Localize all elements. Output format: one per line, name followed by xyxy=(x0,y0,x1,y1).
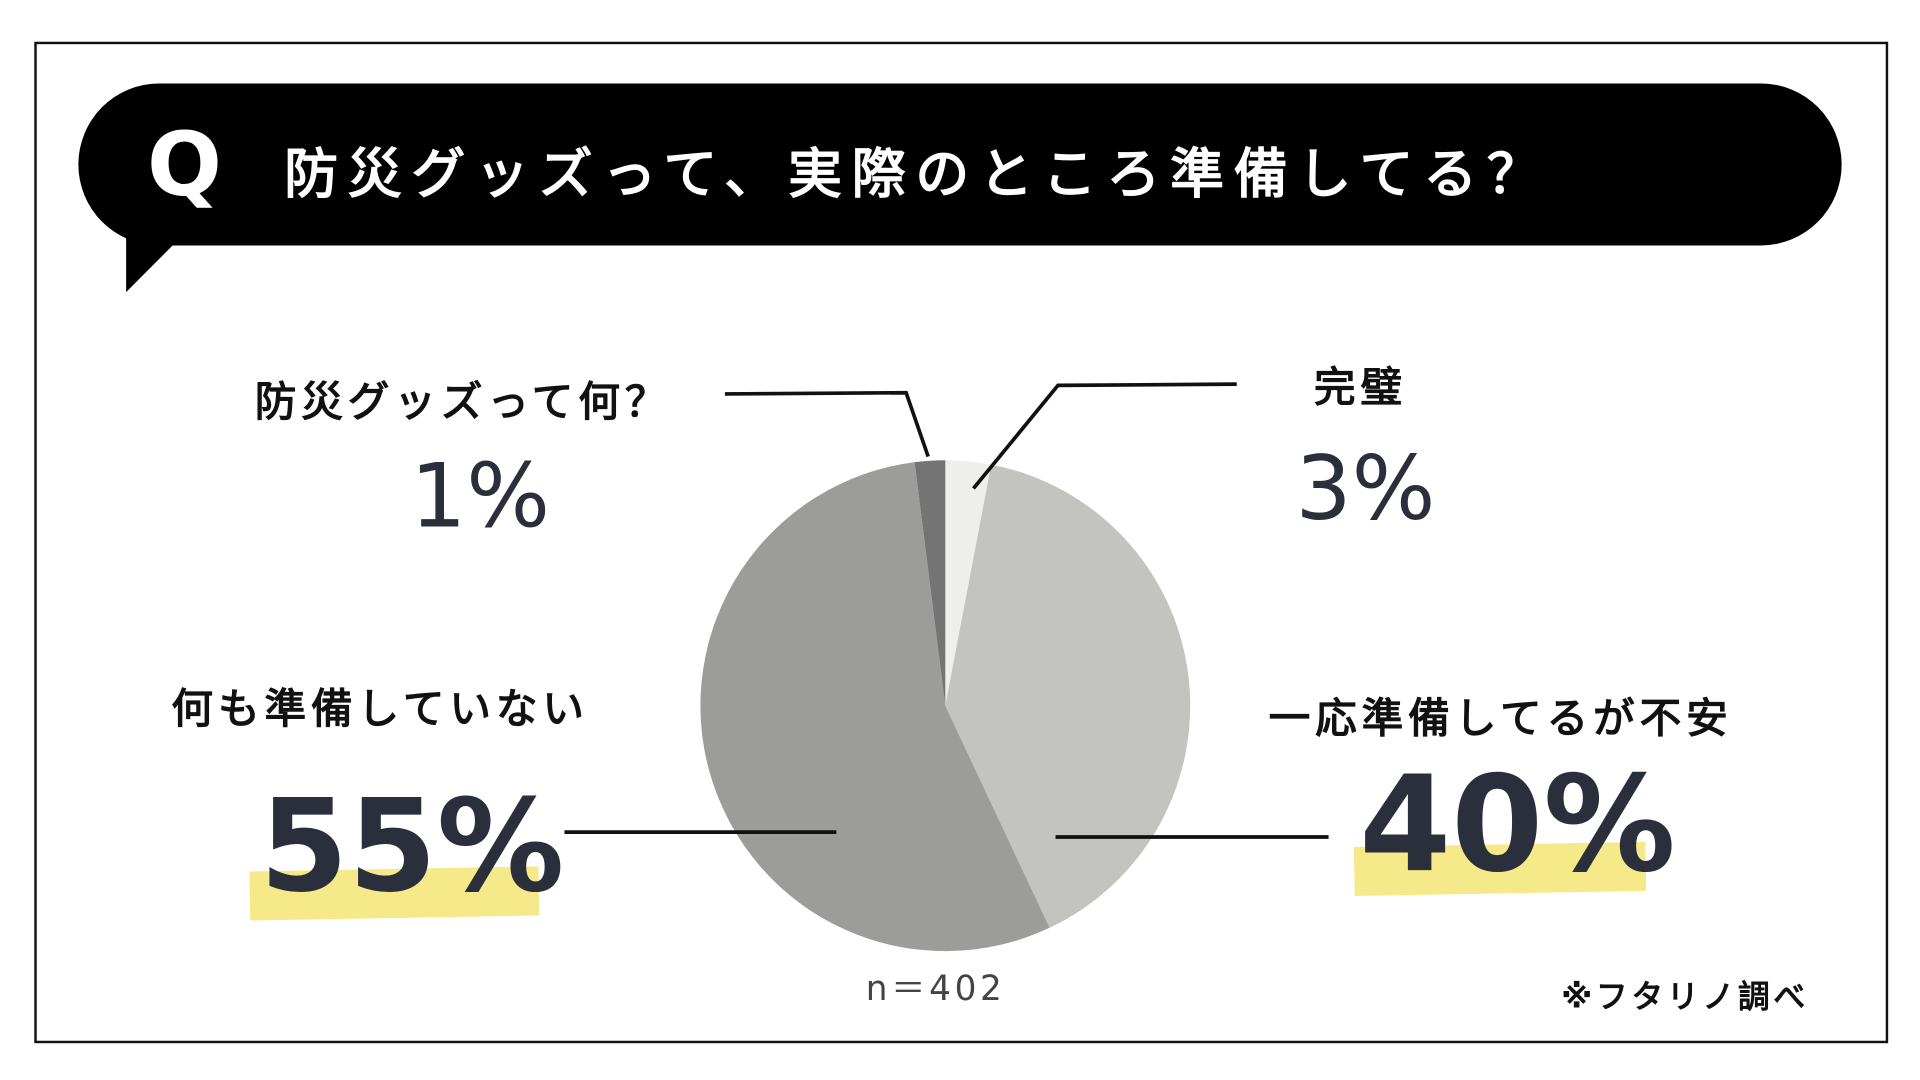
frame-border xyxy=(34,41,1889,1044)
leader-line-1 xyxy=(724,390,930,458)
pct-40: 40% xyxy=(1359,748,1676,903)
pie-slice-40pct xyxy=(945,464,1191,928)
question-title: 防災グッズって、実際のところ準備してる？ xyxy=(284,143,1551,207)
label-what-is: 防災グッズって何？ xyxy=(254,378,672,428)
label-nothing: 何も準備していない xyxy=(171,684,589,734)
label-perfect: 完璧 xyxy=(1313,363,1407,413)
pct-3: 3% xyxy=(1295,436,1436,541)
question-bubble xyxy=(78,83,1842,246)
bubble-tail xyxy=(126,233,185,293)
pct-55: 55% xyxy=(259,770,565,921)
q-mark: Q xyxy=(146,112,222,217)
pie-slice-1pct xyxy=(914,460,946,706)
pie-slice-3pct xyxy=(945,460,992,706)
source-note: ※フタリノ調べ xyxy=(1561,979,1809,1017)
leader-line-3 xyxy=(972,382,1237,490)
label-prepared-uneasy: 一応準備してるが不安 xyxy=(1268,694,1733,744)
sample-size: n＝402 xyxy=(865,968,1006,1009)
pct-1: 1% xyxy=(410,444,551,548)
pie-slice-55pct xyxy=(700,462,1050,952)
